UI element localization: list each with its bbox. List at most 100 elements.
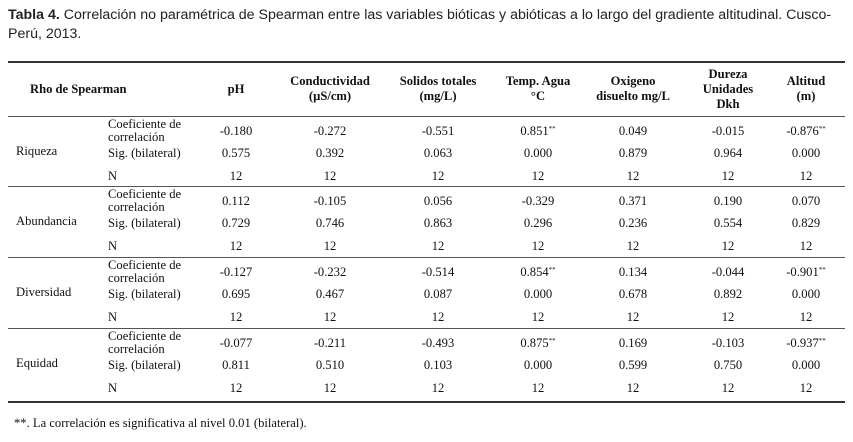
- group-label-equidad: Equidad: [16, 356, 58, 370]
- n-value: 12: [229, 380, 243, 395]
- sig-value: 0.103: [423, 357, 453, 372]
- n-value: 12: [323, 309, 337, 324]
- column-header: pH: [227, 81, 245, 96]
- coef-value: -0.105: [313, 193, 347, 208]
- sig-value: 0.575: [221, 145, 251, 160]
- caption-text: Correlación no paramétrica de Spearman e…: [8, 7, 832, 42]
- group-label-riqueza: Riqueza: [16, 144, 58, 158]
- coef-value: 0.112: [222, 193, 250, 208]
- stat-label-sig: Sig. (bilateral): [108, 215, 181, 230]
- sig-value: 0.467: [315, 286, 345, 301]
- column-header: Solidos totales (mg/L): [399, 74, 477, 103]
- n-value: 12: [626, 168, 640, 183]
- coef-value: 0.851**: [520, 123, 556, 138]
- table-footnote: **. La correlación es significativa al n…: [14, 416, 307, 430]
- coef-value: -0.876**: [786, 123, 826, 138]
- coef-value: -0.901**: [786, 264, 826, 279]
- sig-value: 0.892: [713, 286, 743, 301]
- group-divider-rule: [8, 257, 845, 258]
- coef-value: -0.493: [421, 335, 455, 350]
- stat-label-n: N: [108, 168, 118, 183]
- group-divider-rule: [8, 328, 845, 329]
- n-value: 12: [799, 309, 813, 324]
- sig-value: 0.000: [791, 286, 821, 301]
- stat-label-n: N: [108, 380, 118, 395]
- coef-value: 0.134: [618, 264, 648, 279]
- coef-value: -0.044: [711, 264, 745, 279]
- coef-value: 0.854**: [520, 264, 556, 279]
- n-value: 12: [323, 380, 337, 395]
- n-value: 12: [229, 168, 243, 183]
- table-caption: Tabla 4. Correlación no paramétrica de S…: [8, 6, 848, 44]
- sig-value: 0.510: [315, 357, 345, 372]
- caption-label: Tabla 4.: [8, 7, 60, 23]
- coef-value: 0.056: [423, 193, 453, 208]
- sig-value: 0.964: [713, 145, 743, 160]
- coef-value: -0.937**: [786, 335, 826, 350]
- column-header: Oxigeno disuelto mg/L: [596, 74, 670, 103]
- n-value: 12: [431, 309, 445, 324]
- n-value: 12: [323, 168, 337, 183]
- n-value: 12: [431, 238, 445, 253]
- sig-value: 0.000: [791, 357, 821, 372]
- n-value: 12: [626, 309, 640, 324]
- stat-label-coef: Coeficiente de correlación: [108, 258, 182, 285]
- header-bottom-rule: [8, 116, 845, 117]
- sig-value: 0.829: [791, 215, 821, 230]
- coef-value: -0.272: [313, 123, 347, 138]
- group-divider-rule: [8, 186, 845, 187]
- coef-value: -0.103: [711, 335, 745, 350]
- coef-value: 0.169: [618, 335, 648, 350]
- stat-label-coef: Coeficiente de correlación: [108, 187, 182, 214]
- n-value: 12: [431, 168, 445, 183]
- sig-value: 0.746: [315, 215, 345, 230]
- n-value: 12: [799, 380, 813, 395]
- sig-value: 0.863: [423, 215, 453, 230]
- coef-value: -0.329: [521, 193, 555, 208]
- sig-value: 0.750: [713, 357, 743, 372]
- sig-value: 0.000: [523, 145, 553, 160]
- sig-value: 0.879: [618, 145, 648, 160]
- column-header: Altitud (m): [786, 74, 826, 103]
- sig-value: 0.554: [713, 215, 743, 230]
- sig-value: 0.296: [523, 215, 553, 230]
- group-label-diversidad: Diversidad: [16, 285, 72, 299]
- stat-label-n: N: [108, 309, 118, 324]
- sig-value: 0.000: [523, 357, 553, 372]
- stat-label-coef: Coeficiente de correlación: [108, 117, 182, 144]
- coef-value: 0.371: [618, 193, 648, 208]
- stat-label-n: N: [108, 238, 118, 253]
- sig-value: 0.695: [221, 286, 251, 301]
- stat-label-sig: Sig. (bilateral): [108, 357, 181, 372]
- coef-value: -0.180: [219, 123, 253, 138]
- n-value: 12: [721, 168, 735, 183]
- n-value: 12: [431, 380, 445, 395]
- coef-value: -0.232: [313, 264, 347, 279]
- sig-value: 0.811: [222, 357, 250, 372]
- group-label-abundancia: Abundancia: [16, 214, 77, 228]
- coef-value: -0.077: [219, 335, 253, 350]
- n-value: 12: [721, 380, 735, 395]
- sig-value: 0.000: [791, 145, 821, 160]
- header-rho-spearman: Rho de Spearman: [30, 82, 127, 96]
- column-header: Conductividad (µS/cm): [290, 74, 370, 103]
- sig-value: 0.599: [618, 357, 648, 372]
- n-value: 12: [229, 309, 243, 324]
- n-value: 12: [626, 238, 640, 253]
- coef-value: -0.015: [711, 123, 745, 138]
- table-bottom-rule: [8, 401, 845, 403]
- n-value: 12: [531, 168, 545, 183]
- coef-value: -0.211: [313, 335, 347, 350]
- stat-label-sig: Sig. (bilateral): [108, 286, 181, 301]
- stat-label-coef: Coeficiente de correlación: [108, 329, 182, 356]
- sig-value: 0.087: [423, 286, 453, 301]
- coef-value: -0.551: [421, 123, 455, 138]
- coef-value: -0.127: [219, 264, 253, 279]
- n-value: 12: [531, 238, 545, 253]
- coef-value: 0.070: [791, 193, 821, 208]
- n-value: 12: [323, 238, 337, 253]
- coef-value: -0.514: [421, 264, 455, 279]
- table-top-rule: [8, 61, 845, 63]
- n-value: 12: [799, 168, 813, 183]
- n-value: 12: [229, 238, 243, 253]
